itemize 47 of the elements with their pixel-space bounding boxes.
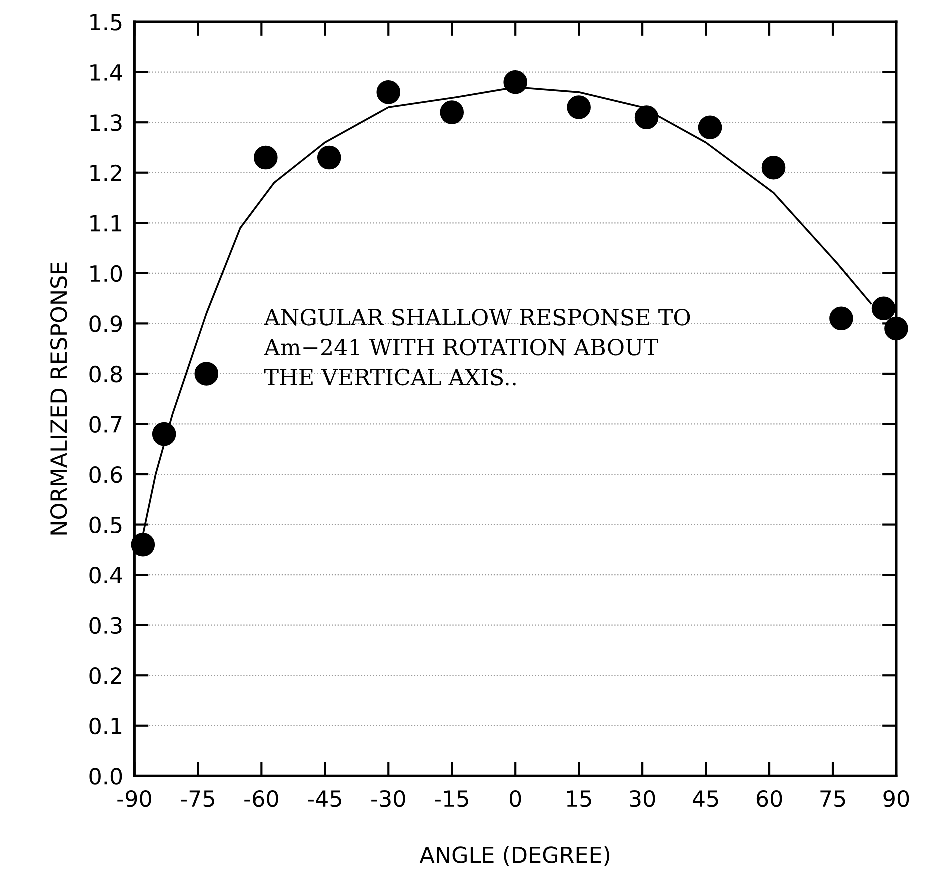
x-tick-label: -90 <box>118 790 152 808</box>
point <box>504 70 528 94</box>
x-tick-label: -15 <box>435 790 468 808</box>
x-tick-label: 15 <box>567 790 592 808</box>
y-tick-label: 0.1 <box>90 718 122 735</box>
y-tick-label: 0.2 <box>90 668 122 684</box>
y-tick-label: 0.7 <box>90 416 122 433</box>
x-tick-label: -75 <box>181 790 214 808</box>
x-tick-label: 60 <box>756 790 782 808</box>
x-tick-label: -60 <box>244 790 278 808</box>
point <box>698 116 722 140</box>
y-axis-title: NORMALIZED RESPONSE <box>50 262 68 535</box>
x-axis-title: ANGLE (DEGREE) <box>420 846 610 866</box>
y-tick-label: 1.4 <box>90 64 122 81</box>
point <box>254 146 278 170</box>
point <box>440 100 464 124</box>
x-tick-label: 30 <box>630 790 656 808</box>
y-tick-label: 0.0 <box>90 768 122 785</box>
x-tick-label: 90 <box>884 790 910 808</box>
x-tick-label: 75 <box>820 790 846 808</box>
point <box>376 80 401 104</box>
point <box>131 533 156 557</box>
point <box>872 296 896 321</box>
point <box>567 96 591 120</box>
point <box>634 106 659 130</box>
y-tick-label: 1.0 <box>90 265 122 282</box>
x-tick-label: 0 <box>510 790 522 808</box>
y-tick-label: 0.3 <box>90 617 122 634</box>
y-tick-label: 0.5 <box>90 516 122 534</box>
point <box>194 362 219 386</box>
point <box>152 422 176 446</box>
x-tick-label: -45 <box>308 790 342 808</box>
point <box>762 156 786 180</box>
annotation: ANGULAR SHALLOW RESPONSE TO Am−241 WITH ROTATION ABOUT THE VERTICAL AXIS.. <box>264 309 690 386</box>
y-tick-label: 1.5 <box>90 14 122 31</box>
y-tick-label: 0.4 <box>90 567 122 584</box>
y-tick-label: 0.6 <box>90 466 122 484</box>
point <box>884 316 908 341</box>
x-tick-label: 45 <box>692 790 718 808</box>
point <box>830 306 854 331</box>
y-tick-label: 1.1 <box>90 215 122 232</box>
point <box>317 146 342 170</box>
y-tick-label: 1.3 <box>90 114 122 132</box>
y-tick-label: 0.9 <box>90 316 122 332</box>
x-tick-label: -30 <box>372 790 406 808</box>
y-tick-label: 1.2 <box>90 164 122 182</box>
y-tick-label: 0.8 <box>90 366 122 383</box>
